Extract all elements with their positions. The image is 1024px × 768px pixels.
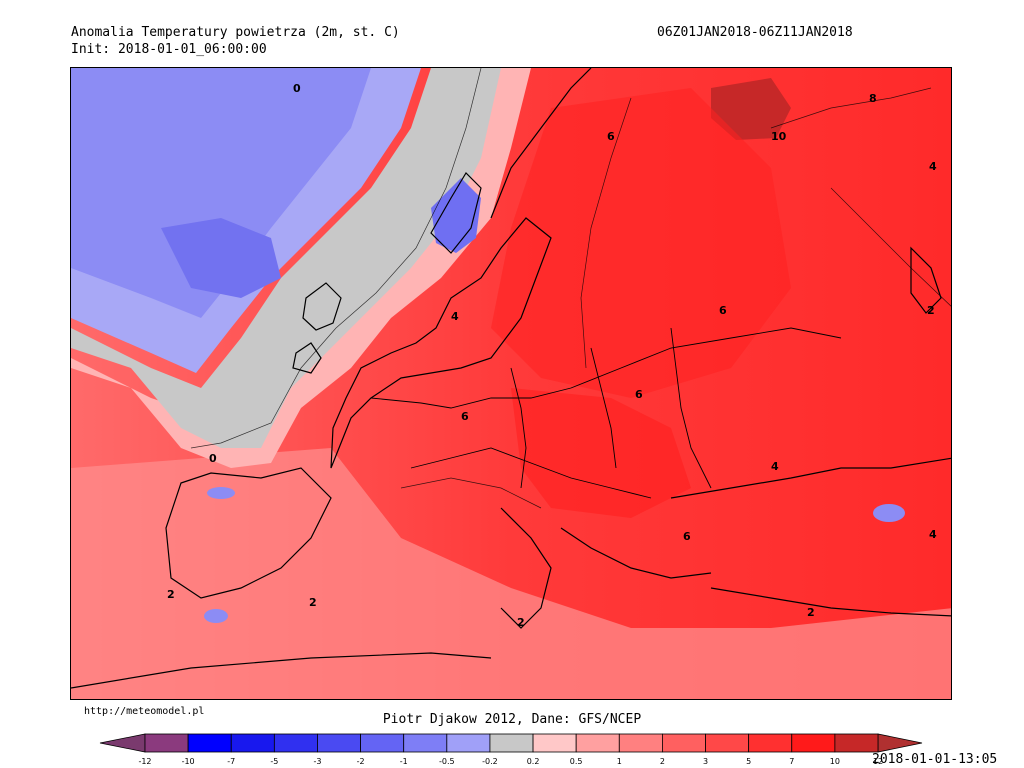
contour-label: 2 [517, 616, 525, 629]
contour-label: 2 [807, 606, 815, 619]
legend-tick-label: 0.5 [570, 757, 583, 766]
legend-tick-label: -3 [313, 757, 321, 766]
coastlines [71, 68, 951, 689]
contour-label: 0 [293, 82, 301, 95]
contour-label: 10 [771, 130, 787, 143]
legend-swatch [834, 733, 879, 753]
contour-label: 6 [607, 130, 615, 143]
anomaly-contours [190, 68, 951, 509]
contour-label: 2 [927, 304, 935, 317]
legend-swatch [705, 733, 750, 753]
legend-swatch [489, 733, 534, 753]
legend-tick-label: 0.2 [527, 757, 540, 766]
country-borders [370, 327, 842, 499]
legend-tick-label: -7 [227, 757, 235, 766]
legend-tick-label: 3 [703, 757, 708, 766]
data-credit: Piotr Djakow 2012, Dane: GFS/NCEP [382, 712, 642, 727]
contour-label: 2 [309, 596, 317, 609]
legend-swatch [144, 733, 189, 753]
legend-tick-label: 10 [830, 757, 840, 766]
legend-tick-label: 12 [873, 757, 883, 766]
contour-labels: 0 6 8 10 4 2 6 6 6 0 4 6 2 2 2 2 4 4 [167, 82, 937, 629]
contour-label: 2 [167, 588, 175, 601]
contour-label: 4 [929, 528, 937, 541]
contour-label: 6 [683, 530, 691, 543]
norway-cold-patch [431, 178, 481, 253]
near-zero-band [71, 68, 501, 448]
contour-label: 6 [461, 410, 469, 423]
warm-core-russia [711, 78, 791, 140]
legend-swatch [791, 733, 836, 753]
legend-low-arrow [99, 733, 146, 753]
generated-timestamp: 2018-01-01-13:05 [872, 752, 998, 767]
legend-tick-label: 5 [746, 757, 751, 766]
warm-anomaly-balkans [511, 388, 691, 518]
contour-label: 0 [209, 452, 217, 465]
contour-label: 4 [929, 160, 937, 173]
cold-spot [207, 487, 235, 499]
legend-high-arrow [877, 733, 923, 753]
legend-tick-label: -1 [400, 757, 408, 766]
map-canvas: 0 6 8 10 4 2 6 6 6 0 4 6 2 2 2 2 4 4 [71, 68, 951, 699]
color-scale-legend: -12 -10 -7 -5 -3 -2 -1 -0.5 -0.2 0.2 0.5 1 2 3 5 7 10 12 [99, 733, 923, 766]
legend-swatch [532, 733, 577, 753]
contour-label: 4 [451, 310, 459, 323]
legend-tick-label: -12 [138, 757, 151, 766]
legend-tick-label: -5 [270, 757, 278, 766]
forecast-period: 06Z01JAN2018-06Z11JAN2018 [657, 25, 853, 40]
contour-label: 8 [869, 92, 877, 105]
legend-tick-label: 1 [617, 757, 622, 766]
cold-spot [873, 504, 905, 522]
legend-tick-label: 2 [660, 757, 665, 766]
mediterranean-zone [71, 448, 951, 699]
legend-tick-label: -2 [357, 757, 365, 766]
warm-anomaly-core [491, 88, 791, 398]
legend-tick-label: -0.5 [439, 757, 455, 766]
legend-swatch [187, 733, 232, 753]
cold-anomaly-core [71, 68, 371, 318]
cold-anomaly-center [161, 218, 281, 298]
legend-swatch [662, 733, 706, 753]
legend-swatch [618, 733, 663, 753]
legend-tick-label: -10 [182, 757, 195, 766]
chart-title: Anomalia Temperatury powietrza (2m, st. … [71, 25, 400, 40]
legend-tick-label: -0.2 [482, 757, 498, 766]
contour-label: 4 [771, 460, 779, 473]
cold-spot [204, 609, 228, 623]
contour-label: 6 [719, 304, 727, 317]
legend-swatch [230, 733, 275, 753]
legend-swatch [360, 733, 405, 753]
website-credit: http://meteomodel.pl [84, 706, 205, 717]
legend-tick-label: 7 [789, 757, 794, 766]
legend-swatch [403, 733, 448, 753]
legend-swatch [273, 733, 318, 753]
contour-label: 6 [635, 388, 643, 401]
legend-swatch [575, 733, 620, 753]
legend-swatch [446, 733, 491, 753]
anomaly-map: 0 6 8 10 4 2 6 6 6 0 4 6 2 2 2 2 4 4 [70, 67, 952, 700]
legend-swatch [748, 733, 793, 753]
init-time: Init: 2018-01-01_06:00:00 [71, 42, 267, 57]
legend-swatch [317, 733, 361, 753]
